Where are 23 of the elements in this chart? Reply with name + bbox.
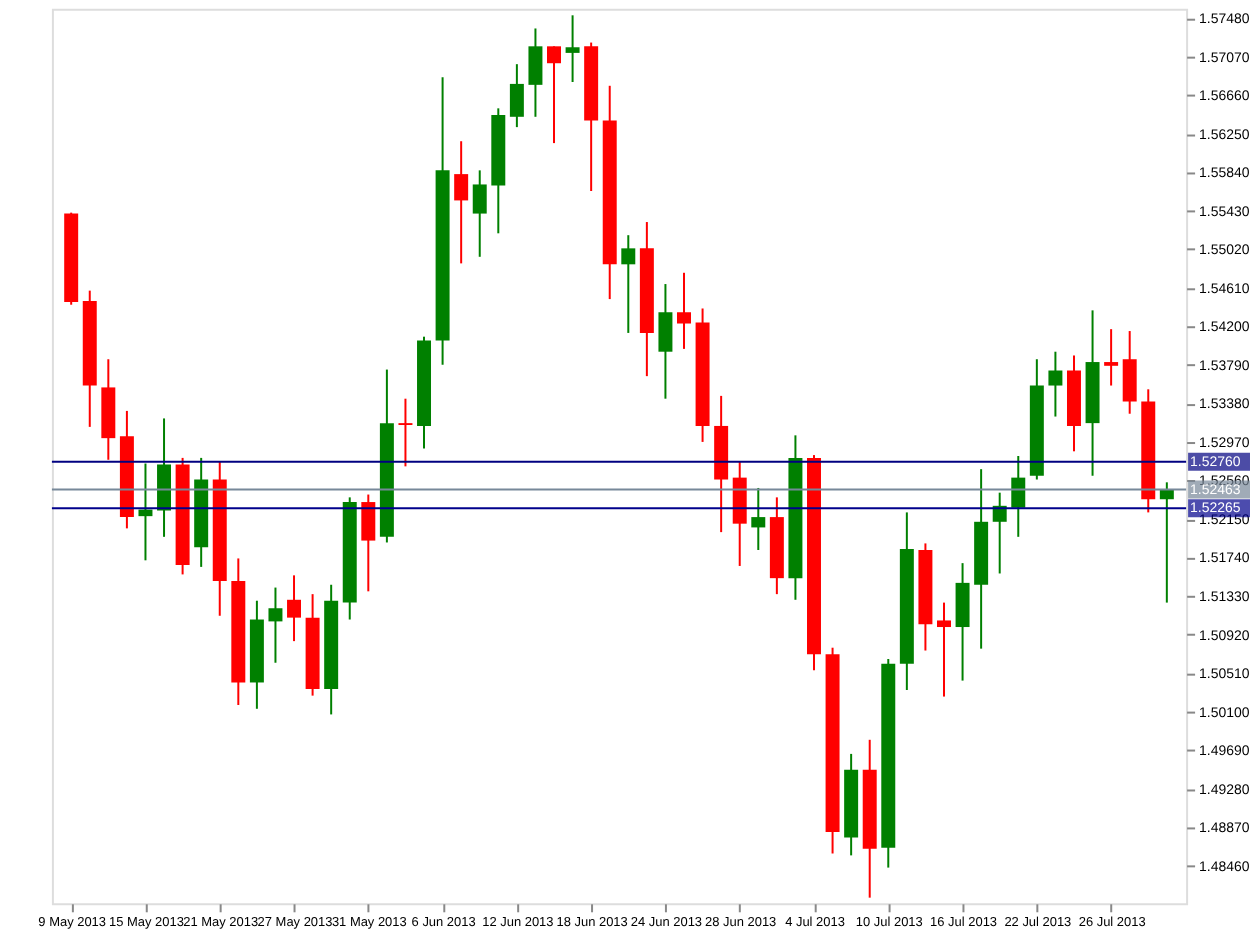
candlestick	[528, 27, 543, 118]
candlestick	[1011, 455, 1026, 538]
candlestick	[658, 283, 673, 400]
candlestick	[472, 169, 487, 258]
candlestick	[454, 140, 469, 265]
candlestick	[1048, 350, 1063, 418]
candlestick	[565, 14, 580, 84]
candlestick	[732, 460, 747, 567]
candlestick	[509, 63, 524, 129]
candlestick	[157, 417, 172, 538]
candlestick	[1122, 330, 1137, 415]
candlestick	[361, 493, 376, 593]
candlestick	[547, 45, 561, 145]
candlestick	[138, 462, 153, 562]
candlestick	[1104, 328, 1119, 387]
candlestick	[268, 586, 283, 664]
candlestick	[287, 574, 302, 643]
candlestick	[955, 562, 970, 682]
candlestick	[751, 486, 766, 551]
candlestick	[398, 397, 413, 468]
candlestick	[937, 601, 951, 698]
candlestick	[677, 271, 691, 350]
candlestick	[621, 234, 636, 334]
